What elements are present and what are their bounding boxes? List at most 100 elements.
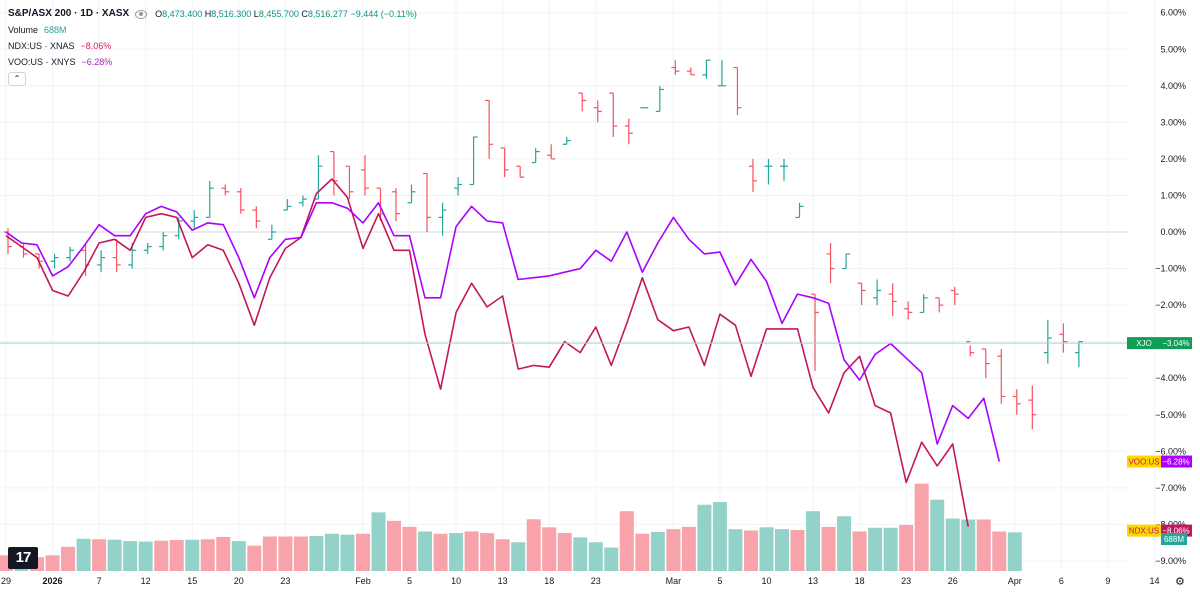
symbol-title[interactable]: S&P/ASX 200 · 1D · XASX: [8, 8, 130, 19]
voo-tag-symbol-box: [1127, 455, 1161, 468]
volume-bar: [899, 525, 914, 571]
volume-bar: [961, 519, 976, 571]
volume-tag-value: 688M: [1164, 535, 1184, 544]
ohlc-bar: [392, 188, 400, 222]
volume-bar: [650, 531, 665, 571]
ohlc-bar: [329, 150, 338, 196]
open-value: 8,473.400: [162, 9, 203, 19]
ohlc-bar: [267, 224, 276, 240]
legend-compare-row-ndx[interactable]: NDX:US · XNAS −8.06%: [8, 38, 417, 54]
xjo-tag: XJO −3.04%: [1127, 337, 1192, 350]
volume-bar: [681, 526, 696, 571]
volume-bar: [495, 539, 510, 571]
x-tick-label: 14: [1149, 576, 1159, 586]
volume-bar: [92, 539, 107, 571]
ohlc-bar: [547, 144, 556, 160]
comparison-lines: [5, 178, 1001, 527]
x-tick-label: 5: [717, 576, 722, 586]
ohlc-bar: [531, 147, 540, 164]
chart-legend: S&P/ASX 200 · 1D · XASX O8,473.400 H8,51…: [8, 6, 417, 86]
gear-icon[interactable]: ⚙: [1175, 576, 1185, 588]
legend-main-row[interactable]: S&P/ASX 200 · 1D · XASX O8,473.400 H8,51…: [8, 6, 417, 22]
xjo-ohlc-bars: [4, 59, 1083, 430]
ohlc-values: O8,473.400 H8,516.300 L8,455.700 C8,516.…: [155, 9, 417, 19]
y-tick-label: −7.00%: [1155, 483, 1186, 493]
ohlc-bar: [407, 184, 416, 204]
ohlc-bar: [298, 195, 307, 207]
x-tick-label: 13: [498, 576, 508, 586]
x-tick-label: 20: [234, 576, 244, 586]
volume-bar: [837, 516, 852, 571]
xjo-tag-value-box: [1161, 337, 1192, 350]
y-tick-label: −6.00%: [1155, 446, 1186, 456]
volume-bar: [635, 533, 650, 571]
eye-icon[interactable]: [135, 9, 148, 19]
y-tick-label: 1.00%: [1160, 190, 1186, 200]
ohlc-bar: [345, 165, 354, 200]
ohlc-bar: [50, 253, 59, 269]
y-axis[interactable]: 6.00% 5.00% 4.00% 3.00% 2.00% 1.00% 0.00% −1.00…: [1155, 8, 1186, 566]
ohlc-bar: [857, 282, 866, 306]
ohlc-bar: [516, 165, 525, 178]
ohlc-bar: [780, 158, 788, 181]
tradingview-logo-icon[interactable]: 17: [8, 547, 38, 569]
x-tick-label: 23: [280, 576, 290, 586]
y-tick-label: 5.00%: [1160, 44, 1186, 54]
ohlc-bar: [655, 85, 664, 112]
ohlc-bar: [950, 286, 959, 306]
volume-bar: [743, 530, 758, 571]
ohlc-bar: [935, 297, 944, 313]
x-tick-label: 10: [761, 576, 771, 586]
ohlc-bar: [143, 242, 152, 254]
volume-bar: [666, 529, 681, 571]
y-tick-label: −8.00%: [1155, 519, 1186, 529]
ohlc-bar: [842, 253, 851, 270]
ohlc-bar: [702, 59, 711, 79]
compare-value-ndx: −8.06%: [80, 41, 112, 51]
x-axis[interactable]: 29 2026 7 12 15 20 23 Feb 5 10 13 18 23 Mar 5 10 13 18 23 2…: [1, 576, 1159, 586]
ndx-line: [5, 178, 969, 527]
ohlc-bar: [562, 136, 571, 145]
ohlc-bar: [66, 246, 75, 262]
legend-compare-row-voo[interactable]: VOO:US · XNYS −6.28%: [8, 54, 417, 70]
volume-bar: [806, 511, 821, 571]
volume-bar: [573, 537, 588, 571]
volume-bar: [61, 546, 76, 571]
ohlc-bar: [283, 199, 292, 211]
x-tick-label: 9: [1105, 576, 1110, 586]
volume-bar: [464, 531, 479, 571]
volume-bar: [402, 526, 417, 571]
ndx-tag-symbol-box: [1127, 524, 1161, 537]
volume-bar: [976, 519, 991, 571]
volume-bar: [355, 533, 370, 571]
y-tick-label: 6.00%: [1160, 8, 1186, 18]
volume-bar: [883, 527, 898, 571]
x-tick-label: Feb: [355, 576, 371, 586]
volume-bar: [262, 536, 277, 571]
x-tick-label: 5: [407, 576, 412, 586]
compare-value-voo: −6.28%: [81, 57, 113, 67]
change-value: −9.444 (−0.11%): [350, 9, 417, 19]
volume-bar: [619, 511, 634, 571]
ohlc-bar: [159, 232, 168, 251]
ohlc-bar: [733, 66, 742, 116]
x-tick-label: 26: [948, 576, 958, 586]
volume-bar: [231, 541, 246, 571]
legend-volume-row[interactable]: Volume 688M: [8, 22, 417, 38]
xjo-tag-symbol: XJO: [1136, 339, 1152, 348]
volume-bar: [992, 531, 1007, 571]
volume-bar: [154, 540, 169, 571]
volume-bar: [759, 527, 774, 571]
x-tick-label: 12: [141, 576, 151, 586]
ndx-tag-value: −8.06%: [1162, 527, 1189, 536]
grid: [0, 0, 1155, 571]
ohlc-bar: [423, 172, 432, 232]
x-tick-label: 10: [451, 576, 461, 586]
volume-bar: [200, 539, 215, 571]
chevron-up-icon[interactable]: ⌃: [8, 72, 26, 86]
ohlc-bar: [1074, 341, 1083, 368]
volume-bar: [76, 538, 91, 571]
y-tick-label: 0.00%: [1160, 227, 1186, 237]
ohlc-bar: [469, 136, 478, 186]
